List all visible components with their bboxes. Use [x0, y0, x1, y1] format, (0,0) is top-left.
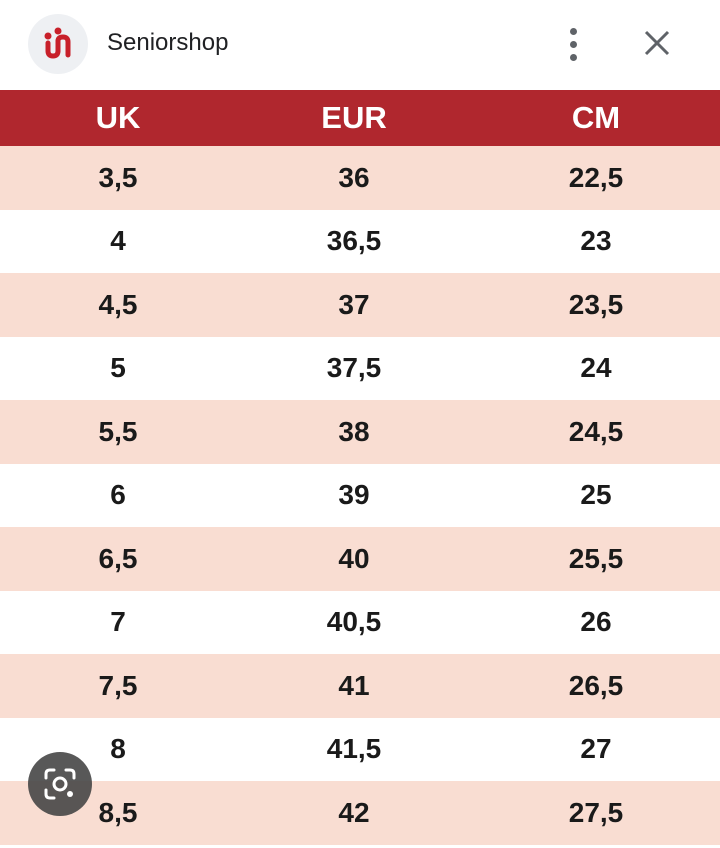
table-row: 3,5 36 22,5: [0, 146, 720, 210]
eur-size-cell: 40: [338, 542, 370, 574]
menu-dot: [569, 40, 577, 48]
size-chart-table: UK EUR CM 3,5 36 22,5 4 36,5 23 4,5 37 2…: [0, 90, 720, 845]
eur-size-cell: 41: [338, 669, 370, 701]
eur-size-cell: 37,5: [326, 352, 382, 384]
cm-size-cell: 27: [580, 733, 612, 765]
uk-size-cell: 6: [110, 479, 126, 511]
table-row: 7 40,5 26: [0, 590, 720, 654]
menu-dot: [569, 53, 577, 61]
cm-size-cell: 23,5: [568, 288, 624, 320]
cm-size-cell: 23: [580, 225, 612, 257]
eur-size-cell: 42: [338, 796, 370, 828]
table-header-row: UK EUR CM: [0, 90, 720, 146]
table-row: 4 36,5 23: [0, 209, 720, 273]
uk-size-cell: 5,5: [98, 415, 138, 447]
uk-size-cell: 3,5: [98, 161, 138, 193]
cm-size-cell: 26: [580, 606, 612, 638]
lens-search-button[interactable]: [28, 752, 92, 816]
table-row: 4,5 37 23,5: [0, 273, 720, 337]
eur-size-cell: 37: [338, 288, 370, 320]
uk-size-cell: 4,5: [98, 288, 138, 320]
uk-size-cell: 7,5: [98, 669, 138, 701]
cm-size-cell: 27,5: [568, 796, 624, 828]
cm-size-cell: 22,5: [568, 161, 624, 193]
header: Seniorshop: [0, 0, 720, 90]
table-row: 5 37,5 24: [0, 336, 720, 400]
table-row: 5,5 38 24,5: [0, 400, 720, 464]
cm-size-cell: 24: [580, 352, 612, 384]
more-vert-icon[interactable]: [556, 24, 590, 64]
table-row: 6,5 40 25,5: [0, 527, 720, 591]
column-header-eur: EUR: [321, 100, 387, 135]
eur-size-cell: 40,5: [326, 606, 382, 638]
uk-size-cell: 5: [110, 352, 126, 384]
seniorshop-logo-icon[interactable]: [28, 14, 88, 74]
uk-size-cell: 4: [110, 225, 126, 257]
cm-size-cell: 25,5: [568, 542, 624, 574]
lens-search-icon: [44, 768, 76, 800]
table-row: 8,5 42 27,5: [0, 781, 720, 845]
table-row: 8 41,5 27: [0, 717, 720, 781]
uk-size-cell: 8,5: [98, 796, 138, 828]
column-header-uk: UK: [95, 100, 141, 135]
eur-size-cell: 38: [338, 415, 370, 447]
eur-size-cell: 39: [338, 479, 370, 511]
uk-size-cell: 8: [110, 733, 126, 765]
eur-size-cell: 36,5: [326, 225, 382, 257]
menu-dot: [569, 27, 577, 35]
close-icon[interactable]: [636, 24, 676, 64]
uk-size-cell: 6,5: [98, 542, 138, 574]
column-header-cm: CM: [571, 100, 621, 135]
uk-size-cell: 7: [110, 606, 126, 638]
site-name: Seniorshop: [107, 29, 229, 56]
eur-size-cell: 36: [338, 161, 370, 193]
cm-size-cell: 24,5: [568, 415, 624, 447]
cm-size-cell: 25: [580, 479, 612, 511]
table-row: 7,5 41 26,5: [0, 654, 720, 718]
cm-size-cell: 26,5: [568, 669, 624, 701]
table-row: 6 39 25: [0, 463, 720, 527]
eur-size-cell: 41,5: [326, 733, 382, 765]
